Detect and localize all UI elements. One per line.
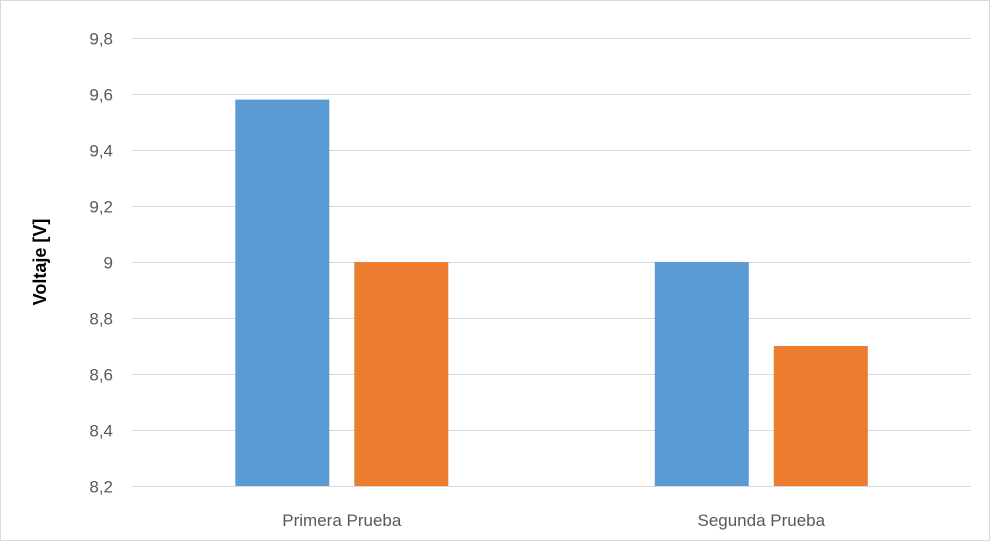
x-axis-tick-labels: Primera Prueba Segunda Prueba [282,511,825,530]
y-tick-label: 8,4 [89,422,113,441]
y-axis-tick-labels: 8,2 8,4 8,6 8,8 9 9,2 9,4 9,6 9,8 [89,30,113,497]
y-tick-label: 9,2 [89,198,113,217]
bar-1-series-1 [235,99,330,486]
y-tick-label: 9,6 [89,86,113,105]
bar-1-series-2 [354,262,449,486]
bar-2-series-1 [654,262,749,486]
y-tick-label: 8,8 [89,310,113,329]
y-tick-label: 9,4 [89,142,113,161]
y-axis-title: Voltaje [V] [30,219,50,306]
bars [235,99,868,486]
x-tick-label: Segunda Prueba [697,511,825,530]
y-tick-label: 9 [104,254,113,273]
y-tick-label: 8,6 [89,366,113,385]
y-tick-label: 9,8 [89,30,113,49]
bar-2-series-2 [773,346,868,486]
x-tick-label: Primera Prueba [282,511,402,530]
y-tick-label: 8,2 [89,478,113,497]
